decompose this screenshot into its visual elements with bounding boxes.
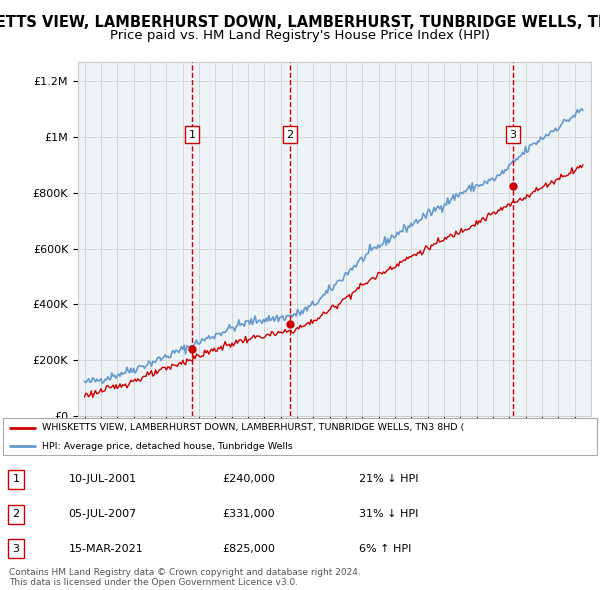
Text: 2: 2 [13, 509, 20, 519]
Text: HPI: Average price, detached house, Tunbridge Wells: HPI: Average price, detached house, Tunb… [41, 442, 292, 451]
Text: WHISKETTS VIEW, LAMBERHURST DOWN, LAMBERHURST, TUNBRIDGE WELLS, TN3 8HD: WHISKETTS VIEW, LAMBERHURST DOWN, LAMBER… [0, 15, 600, 30]
Text: 2: 2 [287, 130, 293, 139]
Text: £331,000: £331,000 [223, 509, 275, 519]
Text: 3: 3 [13, 544, 20, 554]
Text: 21% ↓ HPI: 21% ↓ HPI [359, 474, 419, 484]
Text: 1: 1 [188, 130, 196, 139]
Text: 05-JUL-2007: 05-JUL-2007 [68, 509, 137, 519]
Text: 15-MAR-2021: 15-MAR-2021 [68, 544, 143, 554]
Text: Contains HM Land Registry data © Crown copyright and database right 2024.
This d: Contains HM Land Registry data © Crown c… [9, 568, 361, 587]
Text: 3: 3 [509, 130, 516, 139]
Text: WHISKETTS VIEW, LAMBERHURST DOWN, LAMBERHURST, TUNBRIDGE WELLS, TN3 8HD (: WHISKETTS VIEW, LAMBERHURST DOWN, LAMBER… [41, 423, 464, 432]
Text: 10-JUL-2001: 10-JUL-2001 [68, 474, 136, 484]
Text: Price paid vs. HM Land Registry's House Price Index (HPI): Price paid vs. HM Land Registry's House … [110, 30, 490, 42]
Text: 6% ↑ HPI: 6% ↑ HPI [359, 544, 412, 554]
Text: £825,000: £825,000 [223, 544, 275, 554]
Text: 31% ↓ HPI: 31% ↓ HPI [359, 509, 419, 519]
Text: 1: 1 [13, 474, 20, 484]
Text: £240,000: £240,000 [223, 474, 275, 484]
